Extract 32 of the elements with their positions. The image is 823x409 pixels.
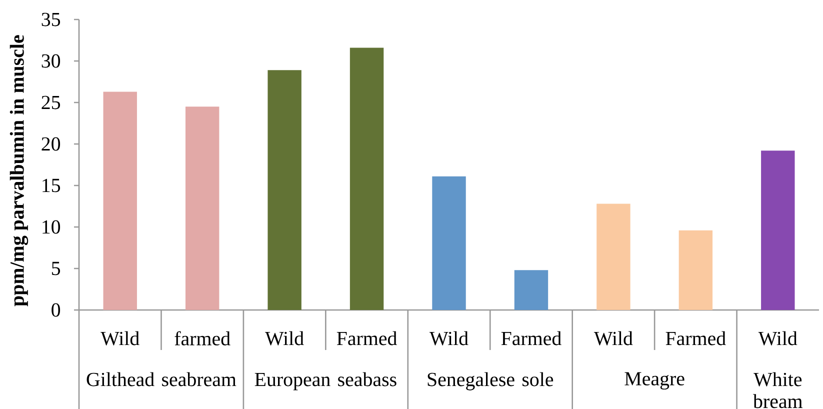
bar (185, 106, 220, 310)
y-tick-label: 5 (52, 262, 60, 276)
y-tick-label: 0 (52, 303, 60, 317)
x-tick-label: Wild (758, 331, 798, 346)
x-tick-label: farmed (174, 331, 230, 346)
y-tick-label: 10 (42, 220, 60, 234)
bar (268, 70, 302, 310)
text: Gilthead seabream (86, 372, 236, 386)
x-tick-label: Wild (430, 331, 468, 346)
y-tick-label: 35 (42, 12, 60, 26)
bar (432, 176, 466, 310)
x-tick-label: Wild (100, 331, 140, 346)
bar (596, 204, 630, 310)
text: White bream (753, 372, 802, 408)
y-tick-label: 25 (42, 96, 60, 110)
bar (761, 150, 795, 310)
y-tick-label: 30 (42, 54, 60, 68)
text: Senegalese sole (428, 372, 554, 390)
text: European seabass (254, 372, 396, 390)
bar (350, 48, 384, 310)
text: Meagre (624, 372, 684, 390)
x-tick-label: Wild (265, 331, 304, 346)
x-tick-label: Farmed (501, 331, 562, 346)
bar (678, 230, 713, 310)
bar (514, 270, 548, 310)
bar (103, 92, 137, 310)
y-axis-title: ppm/mg parvalbumin in muscle (10, 35, 28, 306)
x-tick-label: Farmed (336, 331, 397, 346)
x-tick-label: Wild (594, 331, 633, 346)
y-tick-label: 15 (42, 178, 60, 192)
y-tick-label: 20 (42, 137, 60, 151)
x-tick-label: Farmed (666, 331, 726, 346)
